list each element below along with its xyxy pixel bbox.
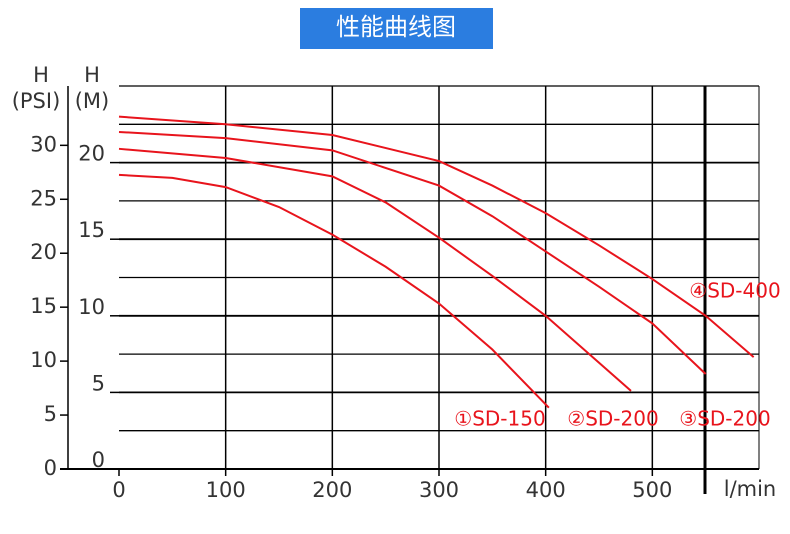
curve [118, 173, 550, 409]
x-tick-label: 400 [526, 478, 566, 502]
x-tick-label: 300 [419, 478, 459, 502]
y2-tick-label: 5 [44, 402, 57, 426]
y2-tick-label: 30 [30, 132, 57, 156]
series-label: ①SD-150 [454, 407, 545, 431]
y2-tick-label: 15 [30, 294, 57, 318]
y2-tick-label: 20 [30, 240, 57, 264]
y-tick-label: 0 [92, 448, 105, 472]
x-tick-label: 0 [112, 478, 125, 502]
x-tick-label: 500 [632, 478, 672, 502]
chart-title: 性能曲线图 [336, 13, 456, 41]
series-label: ②SD-200 [567, 407, 658, 431]
x-tick-label: 200 [312, 478, 352, 502]
y-axis-label: (M) [75, 89, 110, 113]
series-label: ③SD-200 [679, 407, 770, 431]
y2-axis-label: (PSI) [12, 89, 61, 113]
series-label: ④SD-400 [689, 279, 780, 303]
y-tick-label: 10 [78, 295, 105, 319]
y-axis-unit: H [84, 63, 100, 87]
curve [118, 115, 755, 358]
y2-tick-label: 0 [44, 456, 57, 480]
x-axis-label: l/min [724, 477, 777, 501]
title-box [300, 8, 493, 49]
y2-tick-label: 25 [30, 186, 57, 210]
y-tick-label: 5 [92, 371, 105, 395]
x-tick-label: 100 [206, 478, 246, 502]
y2-tick-label: 10 [30, 348, 57, 372]
y-tick-label: 15 [78, 218, 105, 242]
y-tick-label: 20 [78, 142, 105, 166]
y2-axis-unit: H [33, 63, 49, 87]
curve [118, 130, 707, 375]
curve [118, 147, 632, 392]
